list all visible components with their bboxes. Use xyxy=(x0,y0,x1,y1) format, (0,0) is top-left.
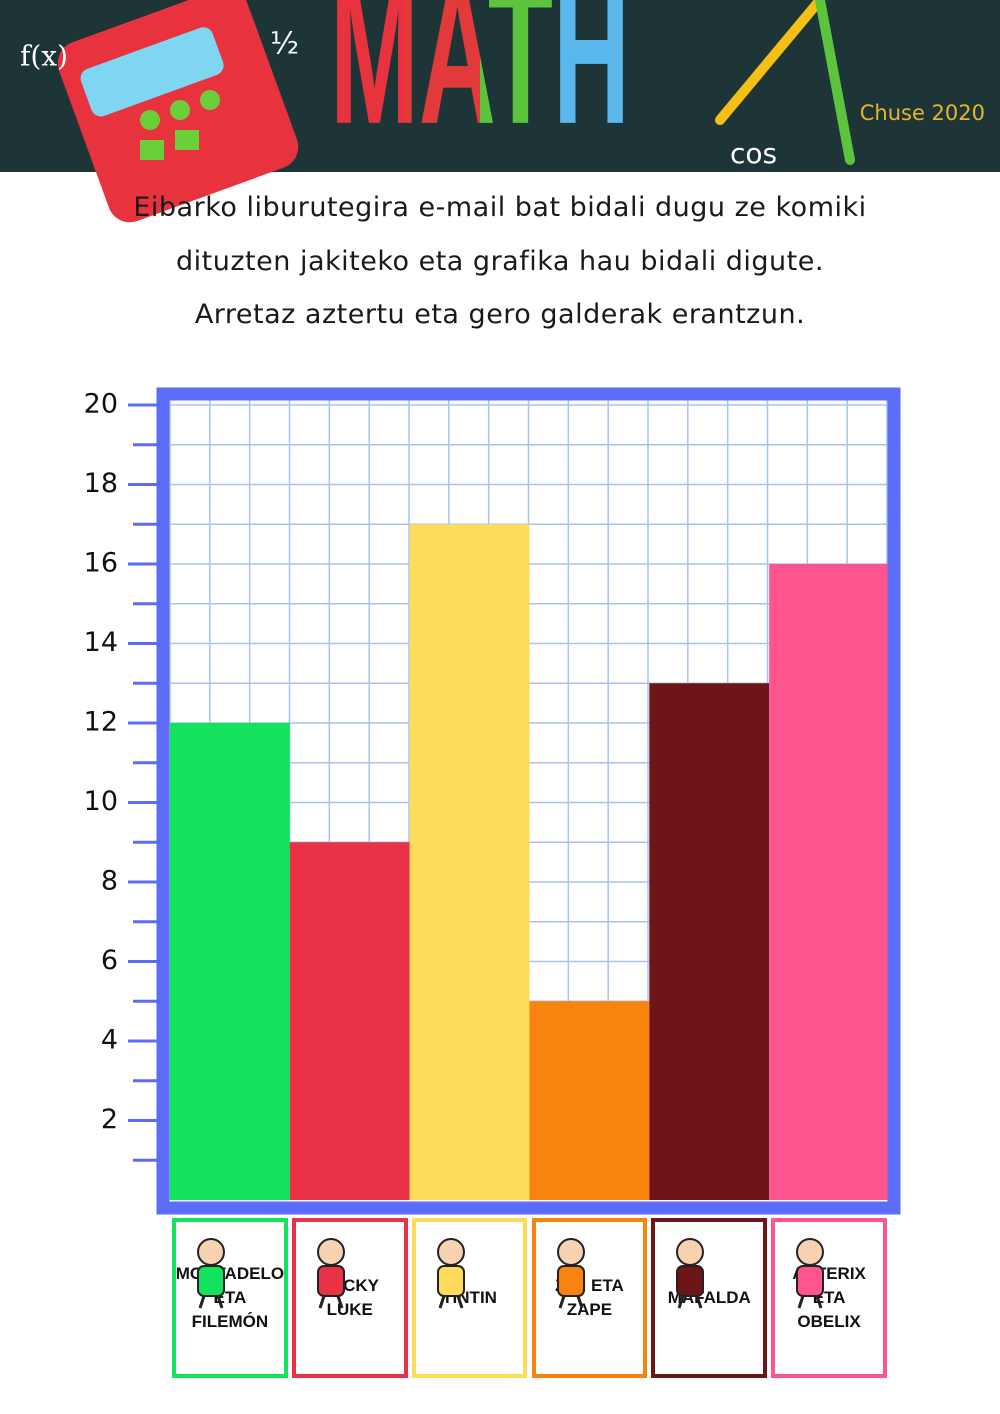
character-icon xyxy=(316,1238,345,1309)
y-tick-label: 10 xyxy=(84,786,118,817)
bar xyxy=(289,842,410,1200)
y-tick-label: 8 xyxy=(101,866,118,897)
character-icon xyxy=(676,1238,705,1309)
y-tick-label: 14 xyxy=(84,627,118,658)
bar xyxy=(529,1001,650,1200)
y-tick-label: 16 xyxy=(84,548,118,579)
bar xyxy=(649,683,770,1200)
chart-frame xyxy=(156,387,901,1215)
header-title: MATH xyxy=(330,0,630,166)
y-tick-label: 18 xyxy=(84,468,118,499)
category-card: ASTERIX ETA OBELIX xyxy=(771,1218,887,1378)
category-card: MAFALDA xyxy=(651,1218,768,1378)
y-tick-label: 4 xyxy=(101,1025,118,1056)
bar xyxy=(769,564,889,1200)
y-tick-label: 12 xyxy=(84,707,118,738)
bar xyxy=(409,524,530,1200)
intro-line: Eibarko liburutegira e-mail bat bidali d… xyxy=(133,192,867,223)
plot: 2 4 6 8 10 12 14 16 18 20 xyxy=(84,387,901,1215)
bar xyxy=(170,723,290,1200)
category-card: MORTADELO ETA FILEMÓN xyxy=(172,1218,288,1378)
category-card: ZIPI ETA ZAPE xyxy=(531,1218,648,1378)
y-tick-label: 6 xyxy=(101,945,118,976)
intro-line: Arretaz aztertu eta gero galderak erantz… xyxy=(194,299,806,330)
compass xyxy=(715,0,855,165)
character-icon xyxy=(556,1238,585,1309)
character-icon xyxy=(796,1238,825,1309)
doodle: f(x) xyxy=(20,40,68,73)
y-tick-label: 2 xyxy=(101,1104,118,1135)
character-icon xyxy=(197,1238,225,1309)
doodle-fraction: ½ xyxy=(270,27,299,62)
intro-line: dituzten jakiteko eta grafika hau bidali… xyxy=(176,246,824,277)
character-icon xyxy=(436,1238,465,1309)
header-credit: Chuse 2020 xyxy=(860,101,985,125)
doodle: cos xyxy=(730,137,777,170)
category-card: TINTIN xyxy=(411,1218,528,1378)
calculator xyxy=(57,0,299,223)
y-tick-label: 20 xyxy=(84,389,118,420)
category-card: LUCKY LUKE xyxy=(291,1218,408,1378)
